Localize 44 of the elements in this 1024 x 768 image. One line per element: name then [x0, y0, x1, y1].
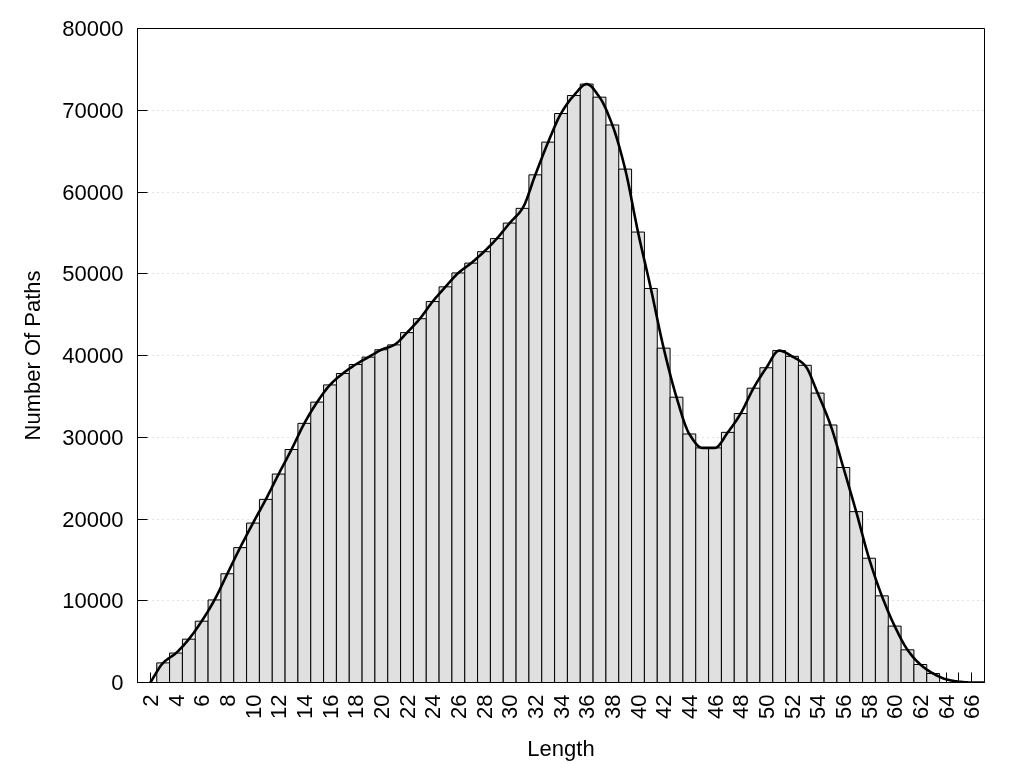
- y-tick-label: 80000: [62, 16, 124, 41]
- x-tick-label: 20: [368, 694, 394, 719]
- x-tick-label: 8: [214, 694, 240, 707]
- x-tick-label: 30: [497, 694, 523, 719]
- x-tick-label: 6: [189, 694, 215, 707]
- x-tick-label: 42: [651, 694, 677, 719]
- y-tick-label: 50000: [62, 261, 124, 287]
- x-tick-label: 38: [599, 694, 625, 719]
- x-tick-label: 22: [394, 694, 420, 719]
- x-tick-label: 4: [163, 694, 189, 707]
- x-tick-label: 64: [933, 694, 959, 719]
- x-tick-label: 66: [959, 694, 985, 719]
- x-tick-label: 28: [471, 694, 497, 719]
- y-tick-label: 30000: [62, 424, 124, 450]
- x-tick-label: 10: [240, 694, 266, 719]
- x-tick-label: 60: [882, 694, 908, 719]
- x-tick-label: 40: [625, 694, 651, 719]
- x-tick-label: 48: [728, 694, 754, 719]
- x-tick-label: 24: [420, 694, 446, 719]
- y-tick-label: 0: [111, 670, 124, 695]
- x-tick-label: 36: [574, 694, 600, 719]
- x-tick-label: 56: [830, 694, 856, 719]
- x-tick-label: 18: [343, 694, 369, 719]
- y-tick-label: 70000: [62, 97, 124, 123]
- x-tick-label: 26: [445, 694, 471, 719]
- x-tick-label: 16: [317, 694, 343, 719]
- x-tick-label: 58: [856, 694, 882, 719]
- x-tick-label: 46: [702, 694, 728, 719]
- x-tick-label: 14: [291, 694, 317, 719]
- x-tick-label: 2: [137, 694, 163, 707]
- y-tick-label: 60000: [62, 179, 124, 205]
- x-tick-label: 34: [548, 694, 574, 719]
- x-tick-label: 54: [805, 694, 831, 719]
- y-axis-title: Number Of Paths: [20, 270, 46, 441]
- y-tick-label: 20000: [62, 506, 124, 532]
- x-tick-label: 52: [779, 694, 805, 719]
- y-tick-label: 40000: [62, 343, 124, 368]
- x-tick-label: 12: [266, 694, 292, 719]
- x-tick-label: 44: [676, 694, 702, 719]
- x-tick-label: 62: [907, 694, 933, 719]
- y-tick-label: 10000: [62, 588, 124, 614]
- x-tick-label: 50: [753, 694, 779, 719]
- x-tick-label: 32: [522, 694, 548, 719]
- x-axis-title: Length: [527, 735, 595, 761]
